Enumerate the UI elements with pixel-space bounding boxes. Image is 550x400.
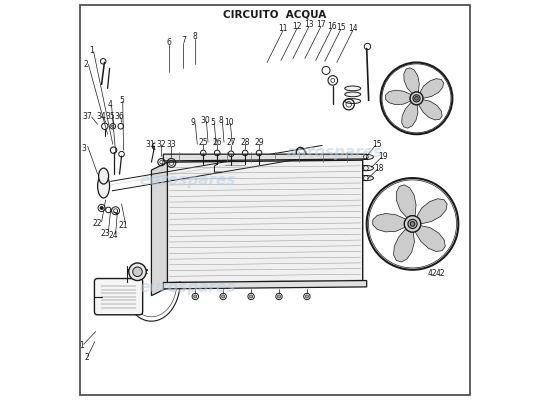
Text: 32: 32 — [157, 140, 166, 149]
Text: 5: 5 — [119, 96, 124, 105]
Text: CIRCUITO  ACQUA: CIRCUITO ACQUA — [223, 10, 327, 20]
FancyBboxPatch shape — [95, 278, 142, 315]
Circle shape — [133, 267, 142, 276]
Circle shape — [129, 263, 146, 280]
Text: 24: 24 — [109, 231, 118, 240]
Text: 25: 25 — [199, 138, 208, 147]
Circle shape — [415, 96, 419, 100]
Ellipse shape — [345, 86, 361, 91]
Text: 3: 3 — [81, 144, 86, 153]
Text: 19: 19 — [378, 152, 387, 161]
Text: 42: 42 — [428, 269, 437, 278]
Circle shape — [277, 295, 280, 298]
Text: 1: 1 — [89, 46, 94, 55]
Text: 35: 35 — [106, 112, 116, 121]
Circle shape — [250, 295, 252, 298]
Text: 28: 28 — [240, 138, 250, 147]
Text: 8: 8 — [219, 116, 223, 125]
Text: 27: 27 — [227, 138, 236, 148]
Text: 12: 12 — [292, 22, 301, 31]
Text: 17: 17 — [316, 20, 326, 29]
Polygon shape — [419, 100, 442, 120]
Circle shape — [194, 295, 197, 298]
Polygon shape — [163, 154, 367, 161]
Ellipse shape — [358, 176, 373, 181]
Text: 2: 2 — [83, 60, 88, 69]
Polygon shape — [404, 68, 419, 94]
Ellipse shape — [345, 92, 361, 97]
Text: 9: 9 — [191, 118, 196, 127]
Text: eurospares: eurospares — [139, 172, 235, 188]
Ellipse shape — [358, 166, 373, 171]
Ellipse shape — [358, 154, 373, 160]
Circle shape — [222, 295, 225, 298]
Text: 11: 11 — [278, 24, 288, 33]
Circle shape — [410, 222, 415, 226]
Polygon shape — [394, 229, 414, 262]
Circle shape — [112, 125, 114, 128]
Polygon shape — [420, 79, 444, 98]
Circle shape — [404, 216, 421, 232]
Text: 10: 10 — [224, 118, 234, 127]
Circle shape — [413, 95, 420, 102]
Text: 21: 21 — [119, 222, 128, 230]
FancyBboxPatch shape — [225, 158, 245, 172]
Text: 29: 29 — [254, 138, 264, 147]
Text: 16: 16 — [327, 22, 337, 31]
Text: 22: 22 — [93, 220, 102, 228]
Text: 26: 26 — [212, 138, 222, 147]
Polygon shape — [151, 162, 167, 296]
Polygon shape — [415, 226, 446, 252]
Polygon shape — [163, 280, 367, 289]
Circle shape — [305, 295, 309, 298]
Text: 1: 1 — [79, 341, 84, 350]
Text: 36: 36 — [114, 112, 124, 121]
Circle shape — [410, 92, 423, 105]
Circle shape — [100, 206, 103, 210]
Text: 30: 30 — [200, 116, 210, 125]
Text: 6: 6 — [167, 38, 172, 47]
Circle shape — [408, 219, 417, 228]
Text: 18: 18 — [374, 164, 383, 173]
Polygon shape — [373, 214, 406, 232]
Ellipse shape — [98, 168, 108, 184]
Text: 13: 13 — [304, 20, 314, 29]
Text: 14: 14 — [348, 24, 358, 33]
Polygon shape — [417, 199, 447, 224]
Text: 15: 15 — [372, 140, 382, 149]
Text: 4: 4 — [107, 100, 112, 109]
Polygon shape — [397, 185, 416, 218]
Polygon shape — [402, 102, 418, 128]
Text: 23: 23 — [101, 229, 111, 238]
Text: 8: 8 — [193, 32, 197, 41]
Text: 37: 37 — [82, 112, 92, 121]
Text: 5: 5 — [211, 118, 216, 127]
Text: 7: 7 — [181, 36, 186, 45]
Text: autospares: autospares — [287, 145, 383, 160]
Text: 15: 15 — [336, 23, 345, 32]
Text: eurospares: eurospares — [139, 280, 235, 295]
Text: 2: 2 — [85, 353, 89, 362]
Ellipse shape — [97, 174, 109, 198]
Text: 34: 34 — [97, 112, 107, 121]
Polygon shape — [167, 160, 362, 288]
Ellipse shape — [345, 99, 361, 104]
Text: 33: 33 — [167, 140, 176, 150]
Text: 31: 31 — [145, 140, 155, 149]
Polygon shape — [386, 90, 411, 105]
Text: 42: 42 — [436, 269, 446, 278]
